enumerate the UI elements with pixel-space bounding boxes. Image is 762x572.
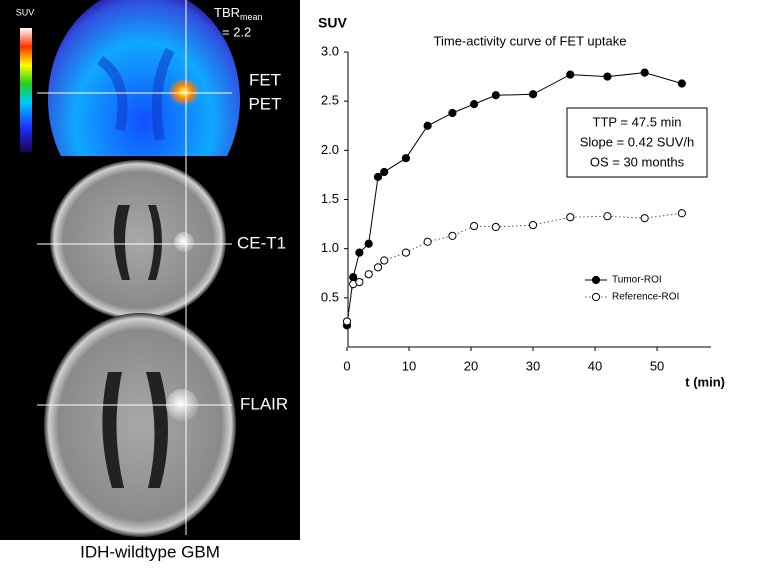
- y-tick-label: 1.0: [321, 240, 339, 255]
- colorbar: [20, 28, 32, 152]
- data-point: [364, 270, 373, 279]
- legend-label: Reference-ROI: [612, 292, 679, 303]
- x-tick-label: 40: [588, 358, 602, 373]
- colorbar-label: SUV: [16, 7, 35, 17]
- data-point: [566, 213, 575, 222]
- data-point: [603, 212, 612, 221]
- data-point: [373, 172, 383, 181]
- legend-marker: [591, 292, 601, 302]
- data-point: [470, 100, 479, 109]
- data-point: [364, 239, 373, 248]
- data-point: [380, 256, 389, 265]
- crosshairs: [37, 0, 232, 535]
- colorbar-tick-label: 1.5: [9, 88, 18, 94]
- colorbar-tick-label: 2.0: [9, 68, 18, 74]
- data-point: [448, 231, 457, 240]
- tbr-subscript: mean: [240, 12, 263, 22]
- y-tick-label: 0.5: [321, 289, 339, 304]
- caption: IDH-wildtype GBM: [80, 542, 220, 561]
- colorbar-tick-label: 0.0: [9, 148, 18, 154]
- annotation-text: Slope = 0.42 SUV/h: [580, 134, 695, 149]
- data-point: [491, 222, 500, 232]
- data-point: [373, 263, 383, 272]
- tbr-label: TBRmean: [214, 5, 263, 22]
- series-line: [346, 72, 682, 326]
- legend-marker: [591, 275, 601, 285]
- data-point: [401, 154, 411, 163]
- data-point: [603, 72, 612, 81]
- data-point: [423, 121, 432, 130]
- colorbar-tick-label: 1.0: [9, 108, 18, 114]
- panel-label: FLAIR: [240, 394, 288, 413]
- data-point: [677, 209, 686, 218]
- y-tick-label: 2.5: [321, 93, 339, 108]
- y-tick-label: 3.0: [321, 43, 339, 58]
- legend-label: Tumor-ROI: [612, 275, 662, 286]
- data-point: [491, 91, 500, 100]
- data-point: [355, 278, 364, 287]
- data-point: [342, 317, 352, 326]
- mri-t1: [50, 160, 226, 320]
- data-point: [355, 248, 364, 257]
- annotation-box: [566, 107, 708, 178]
- chart-title: Time-activity curve of FET uptake: [434, 33, 627, 48]
- colorbar-tick-label: 3.0: [9, 28, 18, 34]
- data-point: [448, 108, 457, 118]
- x-tick-label: 50: [650, 358, 664, 373]
- colorbar-tick-label: 0.5: [9, 128, 18, 134]
- x-tick-label: 30: [526, 358, 540, 373]
- data-point: [640, 214, 649, 223]
- data-point: [380, 167, 389, 177]
- annotation-text: TTP = 47.5 min: [593, 114, 682, 129]
- data-point: [677, 79, 686, 88]
- data-point: [423, 237, 432, 246]
- data-point: [470, 221, 479, 231]
- data-point: [640, 68, 649, 77]
- image-panel: SUV TBRmean = 2.2 FET PET CE-T1 FLAIR ID…: [0, 0, 300, 561]
- mri-flair: [44, 313, 236, 537]
- x-tick-label: 0: [343, 358, 350, 373]
- y-axis-label: SUV: [318, 15, 347, 31]
- data-point: [528, 90, 538, 99]
- x-tick-label: 10: [402, 358, 416, 373]
- annotation-text: OS = 30 months: [590, 154, 685, 169]
- tbr-text: TBR: [214, 5, 240, 20]
- colorbar-tick-label: 2.5: [9, 48, 18, 54]
- data-point: [401, 248, 411, 257]
- x-tick-label: 20: [464, 358, 478, 373]
- panel-label: CE-T1: [237, 233, 286, 252]
- tbr-value: = 2.2: [222, 24, 251, 39]
- series-line: [346, 212, 682, 322]
- y-tick-label: 1.5: [321, 191, 339, 206]
- x-axis-label: t (min): [685, 374, 725, 389]
- data-point: [349, 273, 358, 282]
- data-point: [528, 220, 538, 230]
- y-tick-label: 2.0: [321, 142, 339, 157]
- panel-label: FET: [249, 70, 281, 89]
- panel-label: PET: [248, 94, 281, 113]
- data-point: [566, 70, 575, 79]
